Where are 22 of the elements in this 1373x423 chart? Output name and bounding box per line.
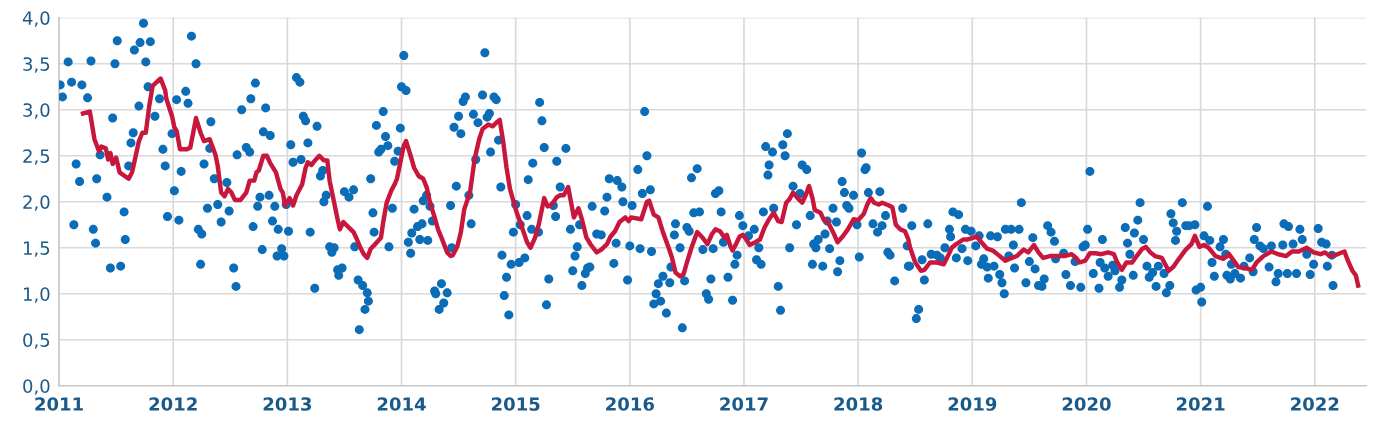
y-tick-label: 3,5 xyxy=(23,57,50,73)
y-tick-label: 2,5 xyxy=(23,149,50,165)
x-tick-label: 2015 xyxy=(491,397,540,411)
x-tick-label: 2012 xyxy=(149,397,197,411)
y-tick-label: 2,0 xyxy=(23,195,50,211)
x-tick-label: 2021 xyxy=(1176,397,1225,411)
x-tick-label: 2018 xyxy=(834,397,883,411)
x-tick-label: 2016 xyxy=(606,397,654,411)
x-tick-label: 2013 xyxy=(263,397,312,411)
y-tick-label: 4,0 xyxy=(22,11,50,27)
x-tick-label: 2017 xyxy=(720,397,768,411)
x-tick-label: 2019 xyxy=(948,397,997,411)
x-tick-label: 2011 xyxy=(35,397,83,411)
x-tick-label: 2022 xyxy=(1291,397,1339,411)
y-tick-label: 0,5 xyxy=(23,333,50,349)
y-tick-label: 3,0 xyxy=(23,103,50,119)
x-tick-label: 2014 xyxy=(377,397,426,411)
y-tick-label: 1,5 xyxy=(23,241,50,257)
y-tick-label: 1,0 xyxy=(23,287,50,303)
y-tick-label: 0,0 xyxy=(23,379,50,395)
line-series xyxy=(80,76,1361,288)
x-tick-label: 2020 xyxy=(1062,397,1111,411)
